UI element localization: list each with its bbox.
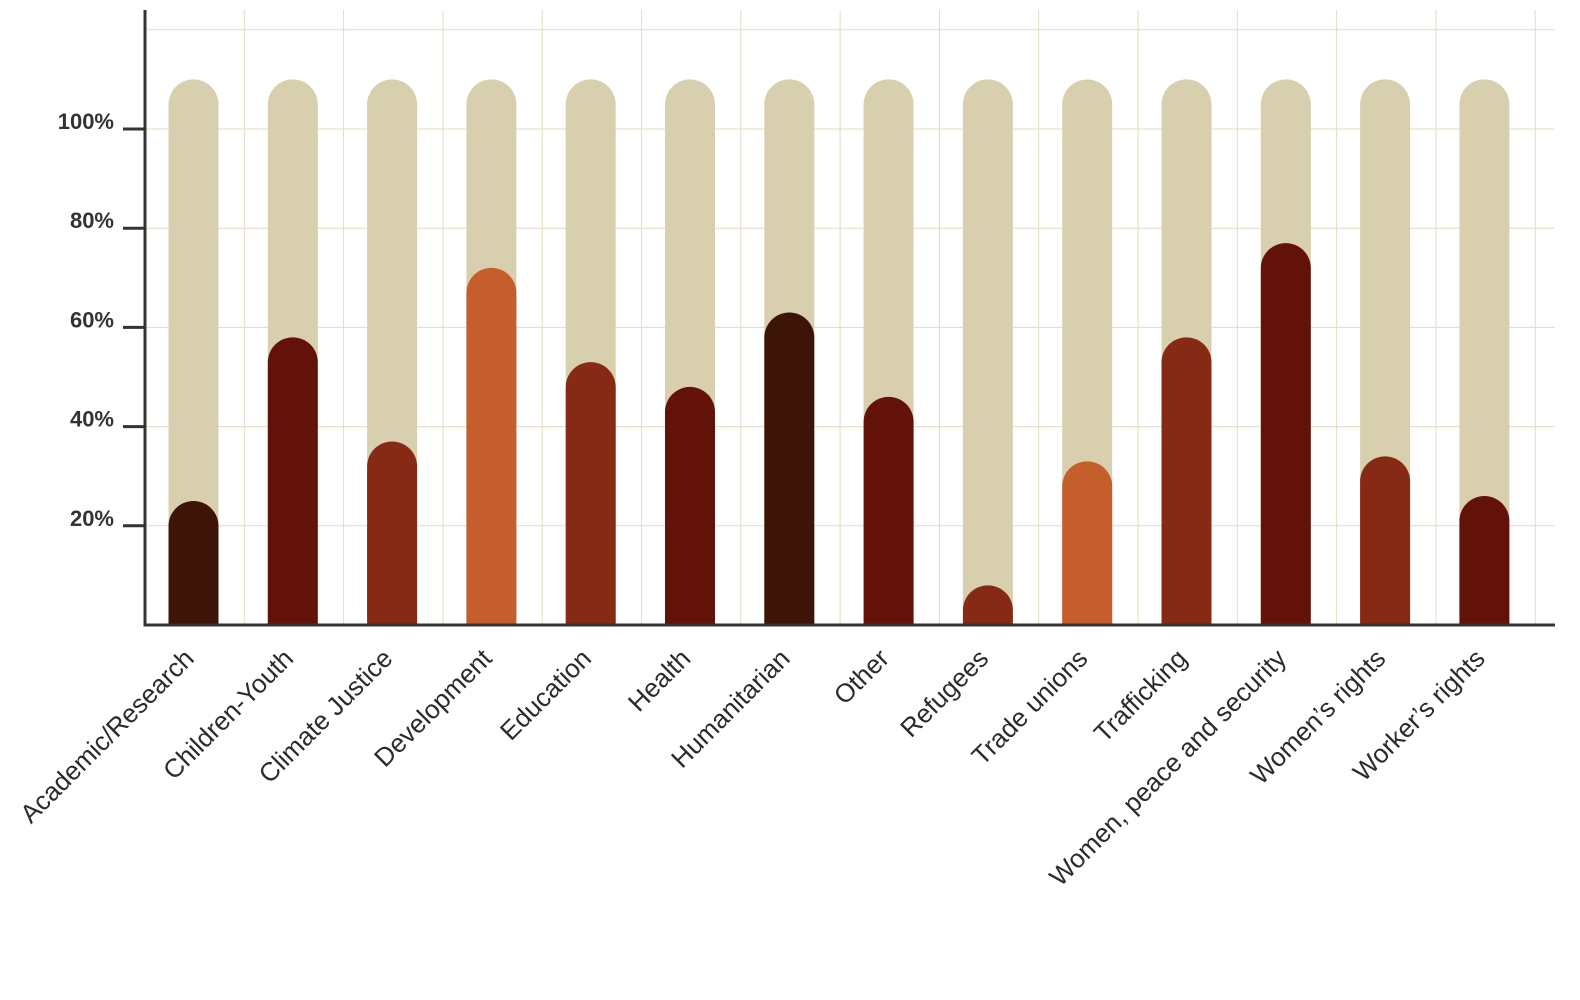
bars bbox=[168, 243, 1510, 626]
bar bbox=[665, 386, 715, 625]
x-tick-label: Trafficking bbox=[1088, 643, 1193, 748]
bar bbox=[267, 337, 318, 625]
bar bbox=[168, 500, 219, 625]
bar-track bbox=[962, 79, 1013, 625]
x-tick-label: Other bbox=[828, 643, 895, 710]
bar bbox=[1161, 337, 1212, 625]
axes bbox=[143, 10, 1555, 627]
bar-track bbox=[168, 79, 219, 625]
y-ticks: 20% 40% 60% 80% 100% bbox=[58, 109, 145, 531]
bar bbox=[1062, 461, 1113, 625]
bar bbox=[764, 312, 815, 625]
y-tick-label: 20% bbox=[70, 506, 114, 531]
bar bbox=[962, 585, 1013, 625]
bar bbox=[466, 267, 517, 625]
bar bbox=[367, 441, 418, 625]
bar bbox=[863, 396, 914, 625]
y-tick-label: 100% bbox=[58, 109, 114, 134]
grid bbox=[145, 10, 1555, 626]
bar-track bbox=[1459, 79, 1510, 625]
bar bbox=[565, 362, 616, 625]
x-tick-label: Health bbox=[622, 643, 696, 717]
bar bbox=[1360, 456, 1411, 625]
y-tick-label: 60% bbox=[70, 307, 114, 332]
y-tick-label: 80% bbox=[70, 208, 114, 233]
bar bbox=[1459, 496, 1510, 625]
y-tick-label: 40% bbox=[70, 407, 114, 432]
x-tick-label: Education bbox=[494, 643, 597, 746]
bar bbox=[1260, 243, 1311, 626]
x-tick-label: Academic/Research bbox=[14, 643, 200, 829]
x-tick-label: Refugees bbox=[894, 643, 994, 743]
